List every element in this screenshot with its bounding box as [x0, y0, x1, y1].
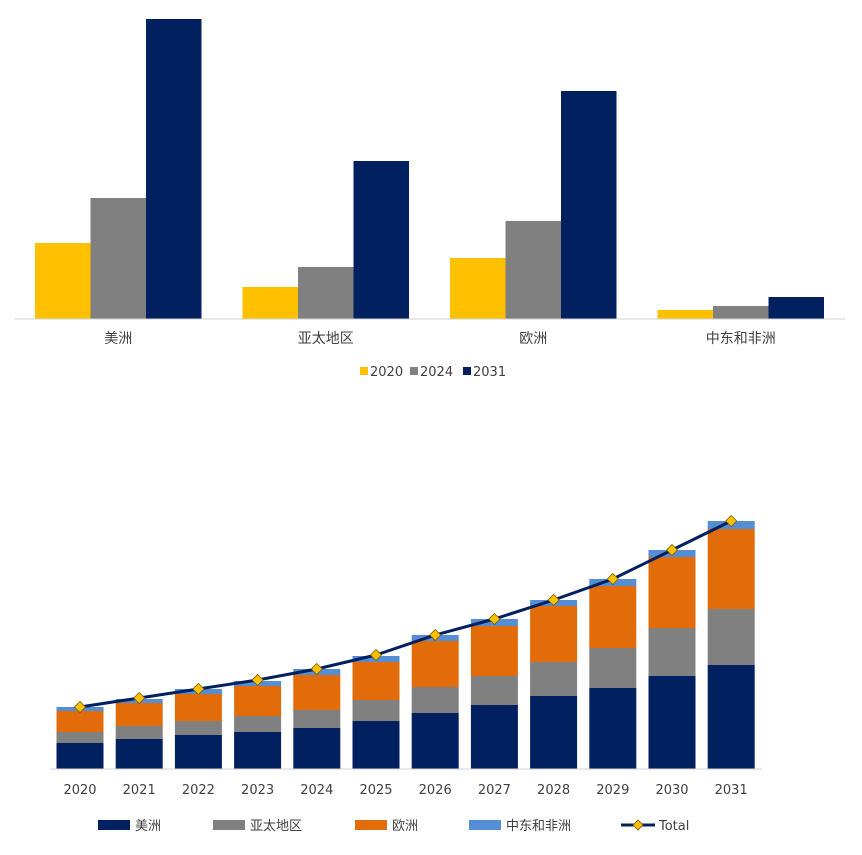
- stack-seg-0-7: [470, 705, 518, 769]
- legend-label: 美洲: [135, 819, 161, 834]
- bar-2024-1: [298, 267, 354, 319]
- bar-2024-0: [90, 198, 146, 319]
- chart-regional-stacked-timeline: 2020 2021 2022 2023 2024 2025 2026 2027 2028 2029…: [50, 514, 762, 834]
- stack-seg-1-9: [589, 648, 637, 688]
- x-tick-label: 2030: [655, 783, 688, 798]
- bar-2031-2: [561, 91, 617, 319]
- total-marker: [192, 682, 205, 696]
- total-marker: [73, 700, 87, 714]
- x-tick-label: 2027: [478, 783, 511, 798]
- category-label: 亚太地区: [298, 331, 354, 347]
- legend-swatch-2031: [463, 367, 471, 375]
- x-tick-label: 2029: [596, 783, 629, 798]
- total-line: [79, 519, 732, 709]
- legend-label: 2024: [420, 365, 453, 380]
- legend-swatch-series-0: [98, 820, 130, 830]
- total-marker: [251, 673, 264, 687]
- stack-seg-1-8: [530, 662, 578, 696]
- stack-seg-2-9: [589, 586, 637, 648]
- stack-seg-2-2: [174, 694, 222, 721]
- stack-seg-0-4: [293, 728, 341, 769]
- stack-seg-0-11: [707, 665, 755, 769]
- stack-seg-1-4: [293, 710, 341, 728]
- stack-seg-2-10: [648, 557, 696, 628]
- stack-seg-2-8: [530, 606, 578, 662]
- bar-2024-2: [505, 221, 561, 319]
- category-label: 美洲: [104, 331, 132, 347]
- legend-label: 中东和非洲: [506, 819, 571, 834]
- legend-marker-total: [632, 819, 644, 831]
- bar-2020-0: [35, 243, 91, 319]
- bar-2024-3: [713, 306, 769, 319]
- stack-seg-1-1: [115, 726, 163, 739]
- x-tick-label: 2022: [182, 783, 215, 798]
- x-tick-label: 2025: [359, 783, 392, 798]
- total-marker: [725, 514, 738, 528]
- legend-swatch-series-1: [213, 820, 245, 830]
- stack-seg-0-6: [411, 713, 459, 769]
- x-tick-label: 2026: [419, 783, 452, 798]
- bar-2020-2: [450, 258, 506, 319]
- legend-label: 2020: [370, 365, 403, 380]
- legend-swatch-2020: [360, 367, 368, 375]
- stack-seg-0-9: [589, 688, 637, 769]
- stack-seg-2-1: [115, 703, 163, 726]
- bar-2020-3: [657, 310, 713, 319]
- stack-seg-1-2: [174, 721, 222, 735]
- stack-seg-2-4: [293, 675, 341, 710]
- stack-seg-1-10: [648, 628, 696, 676]
- bar-2031-1: [353, 161, 409, 319]
- stack-seg-0-8: [530, 696, 578, 769]
- stack-seg-1-5: [352, 700, 400, 721]
- stack-seg-0-0: [56, 743, 104, 769]
- stack-seg-2-7: [470, 626, 518, 676]
- legend-swatch-2024: [410, 367, 418, 375]
- stack-seg-1-7: [470, 676, 518, 705]
- stack-seg-0-2: [174, 735, 222, 769]
- bar-2031-0: [146, 19, 202, 319]
- x-tick-label: 2021: [123, 783, 156, 798]
- total-marker: [606, 572, 619, 586]
- stack-seg-1-11: [707, 609, 755, 665]
- stack-seg-0-10: [648, 676, 696, 769]
- total-marker: [133, 691, 146, 705]
- category-label: 中东和非洲: [706, 331, 776, 347]
- legend-swatch-series-2: [355, 820, 387, 830]
- stack-seg-2-11: [707, 529, 755, 609]
- legend-label: 欧洲: [392, 819, 418, 834]
- stack-seg-1-3: [234, 716, 282, 732]
- total-marker: [488, 612, 501, 626]
- stack-seg-2-3: [234, 686, 282, 716]
- total-marker: [665, 543, 679, 557]
- x-tick-label: 2028: [537, 783, 570, 798]
- total-marker: [429, 628, 442, 642]
- stack-seg-1-6: [411, 687, 459, 713]
- chart-regional-comparison: 美洲 亚太地区 欧洲 中东和非洲 2020 2024 2031: [15, 19, 845, 380]
- category-label: 欧洲: [519, 331, 547, 347]
- x-tick-label: 2024: [300, 783, 333, 798]
- total-marker: [369, 648, 383, 662]
- x-tick-label: 2020: [63, 783, 96, 798]
- stack-seg-1-0: [56, 732, 104, 743]
- legend-swatch-series-3: [469, 820, 501, 830]
- stack-seg-2-6: [411, 641, 459, 687]
- bar-2020-1: [242, 287, 298, 319]
- stack-seg-0-3: [234, 732, 282, 769]
- stack-seg-0-5: [352, 721, 400, 769]
- x-tick-label: 2023: [241, 783, 274, 798]
- stack-seg-0-1: [115, 739, 163, 769]
- total-marker: [310, 662, 323, 676]
- legend-label: 2031: [473, 365, 506, 380]
- legend-label: 亚太地区: [250, 819, 302, 834]
- x-tick-label: 2031: [715, 783, 748, 798]
- legend-label: Total: [658, 819, 689, 834]
- bar-2031-3: [768, 297, 824, 319]
- stack-seg-2-5: [352, 662, 400, 700]
- total-marker: [547, 593, 560, 607]
- stack-seg-2-0: [56, 711, 104, 732]
